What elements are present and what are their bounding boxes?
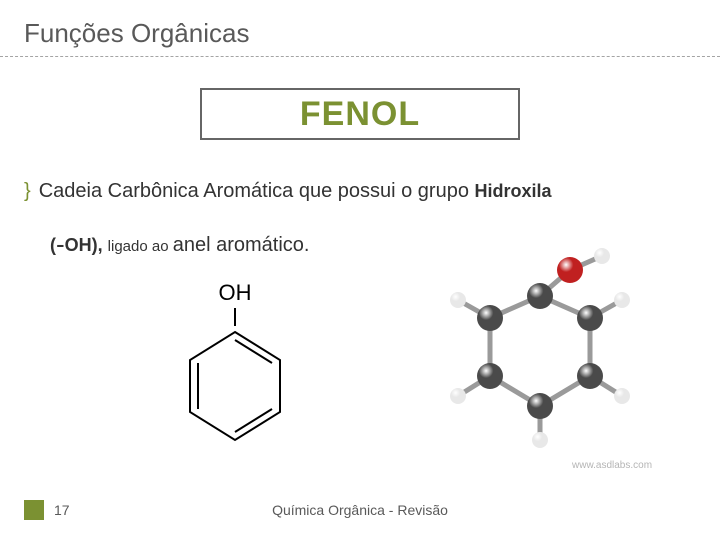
fenol-box: FENOL <box>200 88 520 140</box>
hidroxila-word: Hidroxila <box>475 181 552 201</box>
body-line-1-main: Cadeia Carbônica Aromática que possui o … <box>39 180 475 202</box>
title-underline <box>0 56 720 57</box>
bullet-icon: } <box>24 178 31 204</box>
slide-title: Funções Orgânicas <box>24 18 249 49</box>
anel-text: anel aromático. <box>173 234 310 256</box>
body-line-1: Cadeia Carbônica Aromática que possui o … <box>39 178 696 205</box>
footer-center-text: Química Orgânica - Revisão <box>0 502 720 518</box>
phenol-3d-model <box>430 248 660 448</box>
oh-fragment: OH), <box>65 235 108 255</box>
phenol-2d-structure: OH <box>170 280 300 470</box>
benzene-ring-icon <box>180 326 290 446</box>
fenol-label: FENOL <box>300 95 420 134</box>
ligado-text: ligado ao <box>108 238 173 255</box>
slide-footer: 17 Química Orgânica - Revisão <box>0 500 720 520</box>
dash-symbol: - <box>56 229 65 259</box>
footer-accent-icon <box>24 500 44 520</box>
oh-label: OH <box>219 280 252 306</box>
image-attribution: www.asdlabs.com <box>572 460 652 471</box>
oh-bond <box>234 308 236 326</box>
page-number: 17 <box>54 502 70 518</box>
